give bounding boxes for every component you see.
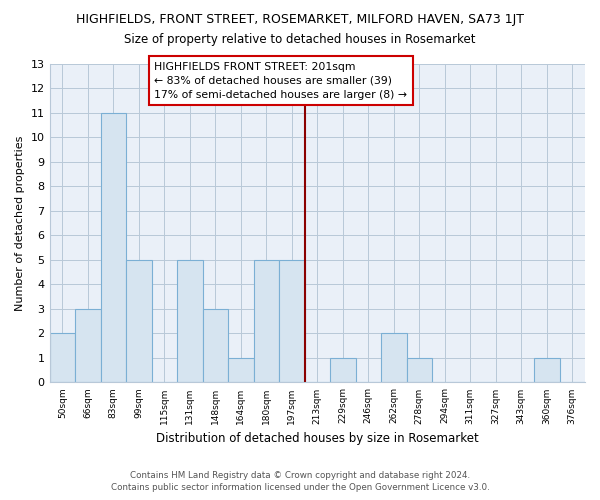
Text: HIGHFIELDS, FRONT STREET, ROSEMARKET, MILFORD HAVEN, SA73 1JT: HIGHFIELDS, FRONT STREET, ROSEMARKET, MI… [76, 12, 524, 26]
Bar [381, 334, 407, 382]
Text: HIGHFIELDS FRONT STREET: 201sqm
← 83% of detached houses are smaller (39)
17% of: HIGHFIELDS FRONT STREET: 201sqm ← 83% of… [154, 62, 407, 100]
Bar [254, 260, 279, 382]
Bar [177, 260, 203, 382]
Y-axis label: Number of detached properties: Number of detached properties [15, 136, 25, 311]
Bar [407, 358, 432, 382]
Bar [279, 260, 305, 382]
Text: Contains HM Land Registry data © Crown copyright and database right 2024.
Contai: Contains HM Land Registry data © Crown c… [110, 471, 490, 492]
Bar [126, 260, 152, 382]
Bar [534, 358, 560, 382]
X-axis label: Distribution of detached houses by size in Rosemarket: Distribution of detached houses by size … [156, 432, 479, 445]
Text: Size of property relative to detached houses in Rosemarket: Size of property relative to detached ho… [124, 32, 476, 46]
Bar [228, 358, 254, 382]
Bar [101, 113, 126, 382]
Bar [75, 309, 101, 382]
Bar [50, 334, 75, 382]
Bar [203, 309, 228, 382]
Bar [330, 358, 356, 382]
